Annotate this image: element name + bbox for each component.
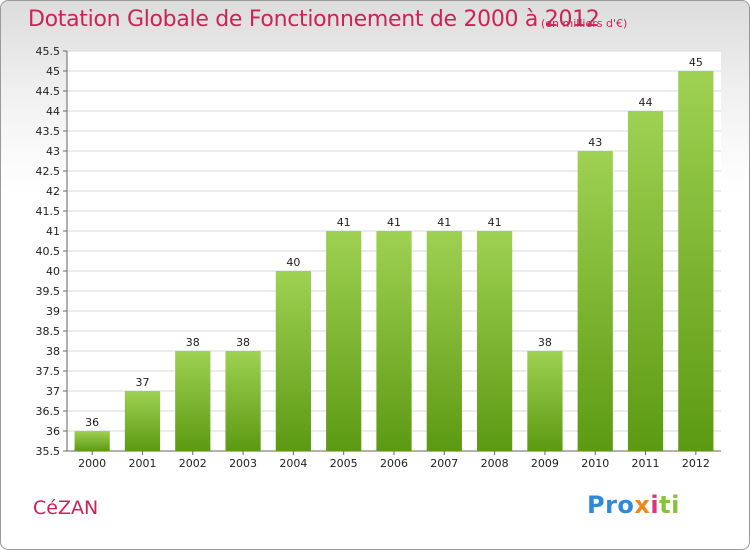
y-tick-label: 45 [46,65,60,78]
y-tick-label: 40.5 [36,245,61,258]
x-tick-label: 2004 [279,457,307,470]
y-tick-label: 40 [46,265,60,278]
x-tick-label: 2010 [581,457,609,470]
bar-value-label: 41 [488,216,502,229]
y-tick-label: 36.5 [36,405,61,418]
bar [627,111,664,451]
bar-value-label: 41 [387,216,401,229]
y-tick-label: 41.5 [36,205,61,218]
y-tick-label: 38 [46,345,60,358]
chart-title: Dotation Globale de Fonctionnement de 20… [28,7,600,32]
bar-value-label: 37 [135,376,149,389]
y-tick-label: 37.5 [36,365,61,378]
bar-value-label: 41 [337,216,351,229]
x-tick-label: 2005 [330,457,358,470]
bar [678,71,714,451]
y-tick-label: 43 [46,145,60,158]
bar [477,231,513,451]
bar-value-label: 38 [236,336,250,349]
x-tick-label: 2002 [179,457,207,470]
bar-value-label: 38 [538,336,552,349]
y-tick-label: 41 [46,225,60,238]
commune-name: CéZAN [33,497,99,519]
bar [426,231,462,451]
bar [326,231,362,451]
y-tick-label: 39.5 [36,285,61,298]
x-tick-label: 2012 [682,457,710,470]
bar [124,391,161,451]
x-tick-label: 2007 [430,457,458,470]
proxiti-logo: Proxiti [587,491,680,519]
y-tick-label: 38.5 [36,325,61,338]
x-tick-label: 2003 [229,457,257,470]
y-tick-label: 35.5 [36,445,61,458]
bar [225,351,261,451]
y-tick-label: 42.5 [36,165,61,178]
x-tick-label: 2011 [632,457,660,470]
x-tick-label: 2008 [481,457,509,470]
y-tick-label: 43.5 [36,125,61,138]
bar-value-label: 45 [689,56,703,69]
bar-value-label: 43 [588,136,602,149]
bar [577,151,613,451]
logo-part-3: i [650,491,660,519]
x-tick-label: 2009 [531,457,559,470]
bar [275,271,311,451]
x-tick-label: 2001 [128,457,156,470]
logo-part-2: x [634,491,651,519]
bar-value-label: 38 [186,336,200,349]
logo-part-1: Pro [587,491,635,519]
x-tick-label: 2006 [380,457,408,470]
bar-value-label: 44 [639,96,653,109]
y-tick-label: 44.5 [36,85,61,98]
y-tick-label: 37 [46,385,60,398]
bar [74,431,110,451]
bar [175,351,211,451]
y-tick-label: 39 [46,305,60,318]
bar-value-label: 40 [286,256,300,269]
logo-part-4: ti [659,491,680,519]
y-tick-label: 42 [46,185,60,198]
unit-label: (en milliers d'€) [541,17,628,30]
x-tick-label: 2000 [78,457,106,470]
y-tick-label: 45.5 [36,45,61,58]
bar [527,351,563,451]
y-tick-label: 44 [46,105,60,118]
y-tick-label: 36 [46,425,60,438]
bar-value-label: 41 [437,216,451,229]
bar [376,231,412,451]
bar-value-label: 36 [85,416,99,429]
